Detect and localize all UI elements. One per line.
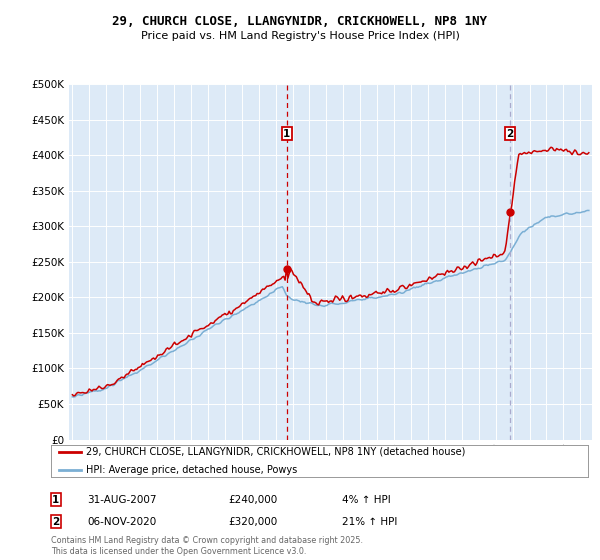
Text: 1: 1 bbox=[283, 129, 290, 139]
Text: 2: 2 bbox=[52, 517, 59, 527]
Text: Price paid vs. HM Land Registry's House Price Index (HPI): Price paid vs. HM Land Registry's House … bbox=[140, 31, 460, 41]
Text: 06-NOV-2020: 06-NOV-2020 bbox=[87, 517, 156, 527]
Text: £240,000: £240,000 bbox=[228, 494, 277, 505]
Text: 29, CHURCH CLOSE, LLANGYNIDR, CRICKHOWELL, NP8 1NY: 29, CHURCH CLOSE, LLANGYNIDR, CRICKHOWEL… bbox=[113, 15, 487, 28]
Text: 1: 1 bbox=[52, 494, 59, 505]
Text: Contains HM Land Registry data © Crown copyright and database right 2025.
This d: Contains HM Land Registry data © Crown c… bbox=[51, 536, 363, 556]
Text: 4% ↑ HPI: 4% ↑ HPI bbox=[342, 494, 391, 505]
Text: £320,000: £320,000 bbox=[228, 517, 277, 527]
Text: 2: 2 bbox=[506, 129, 514, 139]
Text: 21% ↑ HPI: 21% ↑ HPI bbox=[342, 517, 397, 527]
Text: 29, CHURCH CLOSE, LLANGYNIDR, CRICKHOWELL, NP8 1NY (detached house): 29, CHURCH CLOSE, LLANGYNIDR, CRICKHOWEL… bbox=[86, 447, 465, 457]
Text: HPI: Average price, detached house, Powys: HPI: Average price, detached house, Powy… bbox=[86, 465, 297, 475]
Text: 31-AUG-2007: 31-AUG-2007 bbox=[87, 494, 157, 505]
